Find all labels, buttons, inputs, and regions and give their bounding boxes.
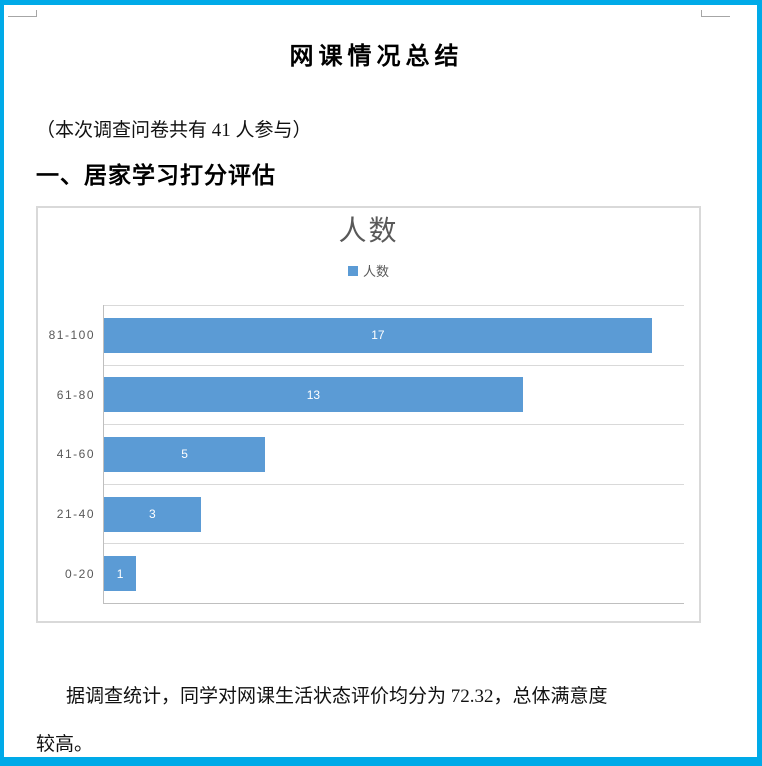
bar[interactable]: 13 (104, 377, 523, 413)
bar[interactable]: 3 (104, 496, 201, 532)
bar[interactable]: 1 (104, 556, 137, 592)
category-tick-label: 0-20 (64, 566, 95, 581)
bar-value-label: 17 (371, 328, 385, 343)
bar-value-label: 1 (116, 566, 124, 581)
bar-value-label: 3 (148, 507, 156, 522)
crop-mark-right (701, 10, 730, 17)
category-tick-label: 41-60 (56, 447, 95, 462)
summary-paragraph: 据调查统计，同学对网课生活状态评价均分为 72.32，总体满意度 较高。 (36, 673, 717, 757)
bar[interactable]: 17 (104, 317, 652, 353)
chart-legend: 人数 (38, 261, 699, 280)
summary-line: 较高。 (36, 734, 94, 755)
document-content: 网课情况总结 （本次调查问卷共有 41 人参与） 一、居家学习打分评估 人数 人… (36, 5, 717, 757)
chart-row: 21-40 3 (57, 483, 684, 544)
legend-label: 人数 (362, 264, 389, 279)
bar-value-label: 5 (181, 447, 188, 462)
section-heading: 一、居家学习打分评估 (36, 162, 276, 188)
category-tick-label: 81-100 (48, 328, 95, 343)
summary-line: 据调查统计，同学对网课生活状态评价均分为 72.32，总体满意度 (66, 686, 608, 707)
legend-swatch-icon (347, 265, 358, 276)
chart-row: 41-60 5 (57, 424, 684, 484)
chart-row: 61-80 13 (57, 364, 684, 425)
chart-frame[interactable]: 人数 人数 81-100 17 61-80 13 41-60 5 21-40 3 0-20 1 (36, 206, 701, 623)
bar-value-label: 13 (306, 387, 321, 402)
category-tick-label: 61-80 (56, 387, 95, 402)
chart-title: 人数 (338, 215, 399, 246)
crop-mark-left (8, 10, 37, 17)
plot-area: 81-100 17 61-80 13 41-60 5 21-40 3 0-20 1 (49, 305, 684, 604)
chart-row: 0-20 1 (65, 543, 684, 603)
chart-row: 81-100 17 (49, 305, 684, 365)
page-title: 网课情况总结 (289, 43, 464, 70)
bar[interactable]: 5 (104, 436, 266, 472)
participants-note: （本次调查问卷共有 41 人参与） (36, 120, 312, 141)
category-tick-label: 21-40 (56, 507, 95, 522)
